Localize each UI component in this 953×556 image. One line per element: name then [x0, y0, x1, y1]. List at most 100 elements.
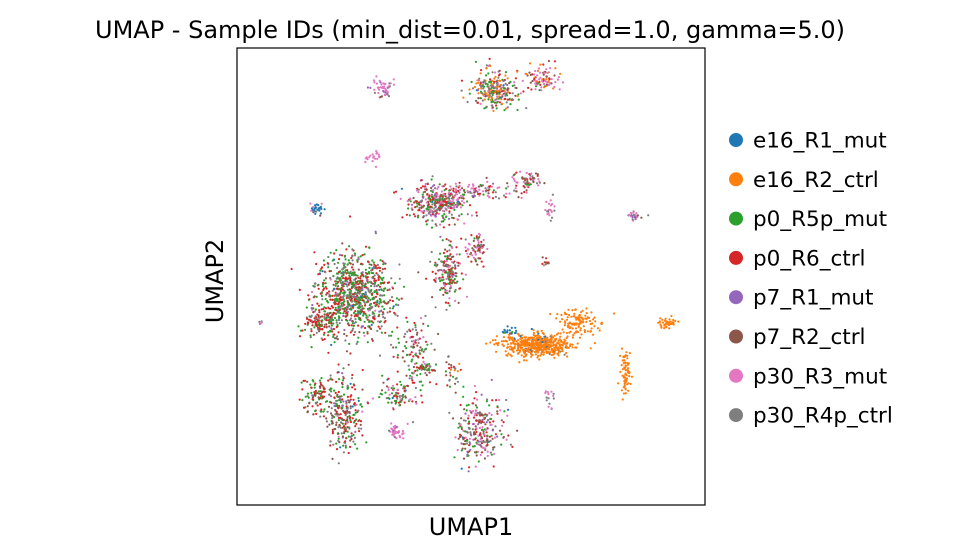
scatter-points [258, 57, 680, 473]
scatter-point [331, 318, 334, 322]
scatter-point [321, 270, 324, 273]
scatter-point [444, 195, 447, 198]
scatter-point [488, 90, 491, 93]
scatter-point [460, 442, 463, 445]
scatter-point [466, 248, 469, 251]
scatter-point [474, 428, 477, 431]
scatter-point [487, 186, 490, 189]
scatter-point [335, 249, 338, 252]
scatter-point [543, 72, 546, 75]
scatter-point [346, 415, 349, 419]
scatter-point [545, 68, 548, 71]
scatter-point [498, 101, 501, 104]
scatter-point [366, 295, 369, 298]
scatter-point [411, 208, 414, 211]
scatter-point [379, 276, 382, 279]
scatter-point [352, 327, 355, 330]
scatter-point [416, 205, 419, 208]
scatter-point [532, 73, 536, 76]
scatter-point [552, 87, 555, 90]
scatter-point [481, 418, 484, 421]
scatter-point [447, 363, 451, 366]
scatter-point [399, 380, 402, 383]
scatter-point [351, 248, 354, 251]
scatter-point [583, 329, 587, 332]
scatter-point [426, 219, 429, 222]
scatter-point [569, 344, 572, 348]
scatter-point [562, 331, 565, 334]
scatter-point [365, 314, 368, 317]
scatter-point [536, 345, 540, 349]
scatter-point [379, 259, 382, 262]
scatter-point [462, 395, 465, 398]
scatter-point [392, 355, 395, 358]
scatter-point [486, 85, 489, 88]
scatter-point [381, 268, 384, 271]
scatter-point [363, 334, 366, 337]
scatter-point [360, 304, 363, 307]
scatter-point [512, 347, 515, 350]
scatter-point [322, 410, 325, 413]
scatter-point [390, 296, 394, 299]
scatter-point [342, 367, 345, 370]
scatter-point [502, 86, 505, 89]
scatter-point [375, 150, 378, 153]
scatter-point [471, 410, 475, 413]
scatter-point [593, 316, 596, 319]
scatter-point [476, 237, 479, 240]
scatter-point [349, 352, 352, 355]
scatter-point [392, 408, 395, 411]
scatter-point [571, 343, 574, 346]
scatter-point [419, 317, 423, 320]
scatter-point [559, 343, 562, 346]
scatter-point [394, 313, 397, 316]
scatter-point [321, 338, 324, 342]
scatter-point [376, 299, 379, 302]
scatter-point [537, 177, 540, 181]
scatter-point [453, 278, 456, 281]
scatter-point [347, 363, 350, 366]
scatter-point [520, 347, 523, 350]
scatter-point [334, 405, 337, 408]
scatter-point [526, 344, 529, 347]
scatter-point [482, 193, 485, 196]
scatter-point [399, 197, 402, 200]
scatter-point [342, 298, 345, 301]
scatter-point [456, 280, 459, 283]
scatter-point [338, 279, 341, 282]
scatter-point [488, 196, 491, 199]
scatter-point [474, 189, 477, 192]
scatter-point [593, 342, 597, 345]
scatter-point [539, 342, 542, 345]
scatter-point [340, 290, 343, 293]
scatter-point [346, 311, 349, 314]
scatter-point [447, 282, 450, 285]
scatter-point [457, 301, 460, 304]
scatter-point [460, 213, 463, 216]
scatter-point [456, 218, 459, 221]
scatter-point [452, 255, 455, 258]
scatter-point [322, 390, 325, 393]
scatter-point [451, 261, 454, 264]
scatter-point [500, 419, 503, 422]
scatter-point [470, 192, 473, 195]
scatter-point [478, 77, 481, 80]
scatter-point [576, 342, 579, 345]
scatter-point [358, 306, 361, 309]
scatter-point [386, 92, 389, 96]
scatter-point [309, 383, 312, 386]
legend-label: p7_R1_mut [753, 286, 873, 311]
scatter-point [439, 288, 442, 291]
scatter-point [578, 314, 581, 317]
scatter-point [416, 344, 419, 347]
scatter-point [520, 192, 523, 195]
scatter-point [427, 205, 430, 209]
scatter-point [345, 248, 348, 251]
scatter-point [314, 204, 317, 207]
scatter-point [375, 303, 378, 306]
scatter-point [546, 337, 549, 341]
scatter-point [544, 208, 547, 212]
scatter-point [543, 182, 546, 185]
legend-item: p0_R5p_mut [729, 207, 887, 232]
scatter-point [328, 290, 331, 293]
